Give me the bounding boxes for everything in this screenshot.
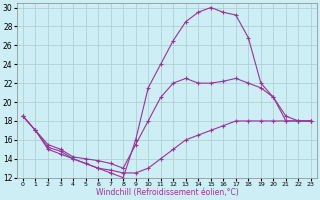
X-axis label: Windchill (Refroidissement éolien,°C): Windchill (Refroidissement éolien,°C) <box>96 188 238 197</box>
